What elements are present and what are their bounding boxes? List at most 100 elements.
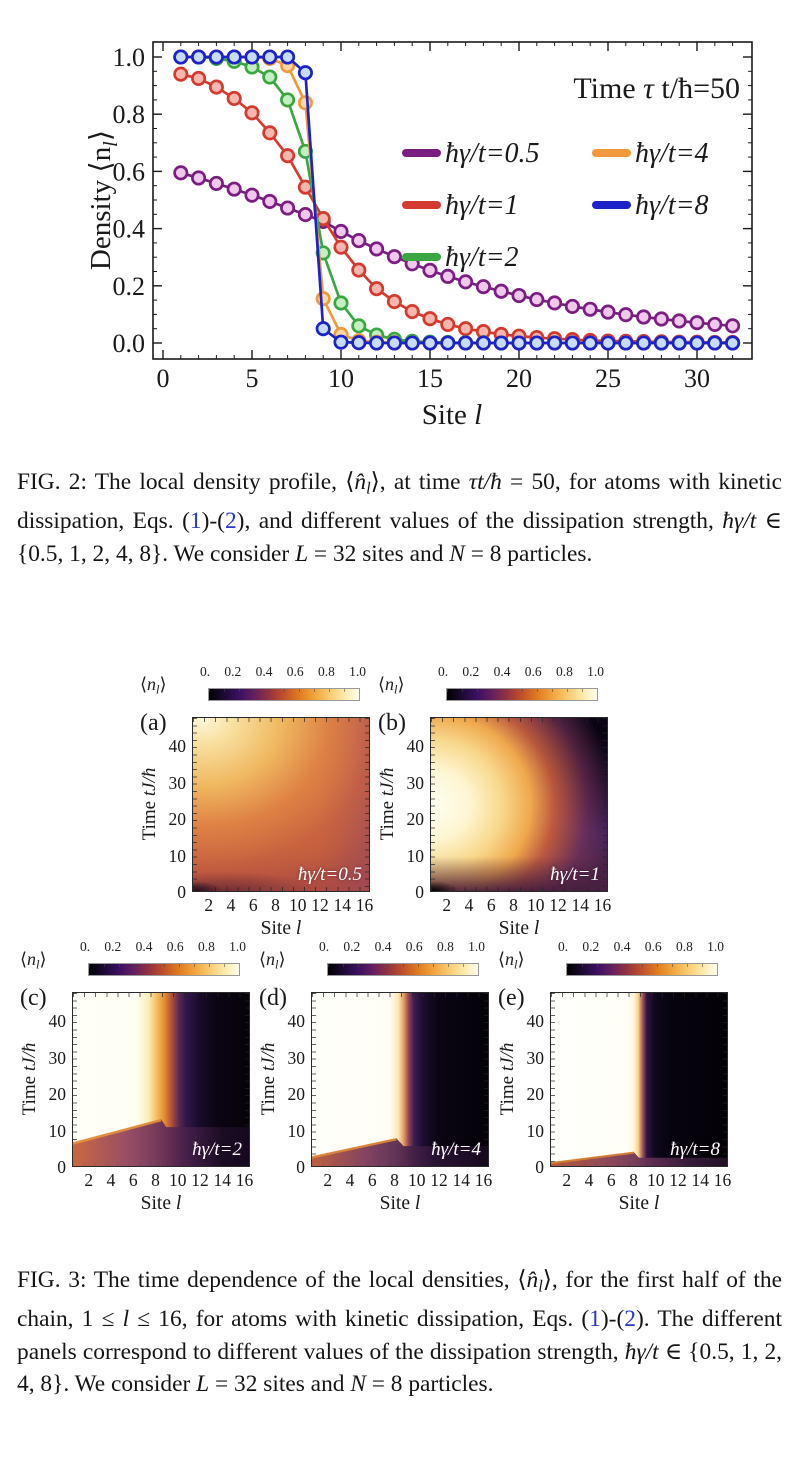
x-axis-label: Site l bbox=[192, 918, 370, 940]
heatmap-y-tick-label: 10 bbox=[48, 1120, 67, 1141]
text-segment: ⟨ bbox=[20, 949, 28, 969]
data-point bbox=[440, 268, 456, 284]
text-segment: Site bbox=[498, 918, 534, 939]
data-point bbox=[564, 335, 580, 351]
data-point bbox=[725, 318, 741, 334]
colorbar-tick-label: 0.2 bbox=[104, 939, 122, 954]
heatmap-y-tick-label: 20 bbox=[287, 1084, 306, 1105]
data-point bbox=[315, 291, 331, 307]
colorbar-tick-label: 0.8 bbox=[436, 939, 454, 954]
data-point bbox=[244, 49, 260, 65]
heatmap-x-tick-label: 4 bbox=[345, 1170, 355, 1190]
text-segment: l bbox=[514, 957, 518, 972]
text-segment: n̂ bbox=[354, 469, 367, 495]
data-point bbox=[333, 334, 349, 350]
data-point bbox=[458, 274, 474, 290]
x-tick-label: 30 bbox=[684, 364, 710, 393]
colorbar-tick-label: 1.0 bbox=[468, 939, 485, 954]
data-point bbox=[404, 335, 420, 351]
data-point bbox=[529, 335, 545, 351]
text-segment: l bbox=[653, 1193, 660, 1214]
heatmap-x-tick-label: 2 bbox=[204, 895, 214, 915]
heatmap-y-tick-label: 30 bbox=[406, 772, 425, 793]
heatmap-y-tick-label: 0 bbox=[415, 882, 424, 902]
y-tick-label: 0.0 bbox=[113, 329, 146, 358]
gamma-label: ħγ/t=0.5 bbox=[297, 864, 362, 885]
data-point bbox=[262, 49, 278, 65]
heatmap-y-tick-label: 40 bbox=[48, 1011, 67, 1032]
colorbar-tick-label: 0.2 bbox=[343, 939, 361, 954]
heatmap-x-tick-label: 16 bbox=[355, 895, 374, 915]
data-point bbox=[636, 335, 652, 351]
heatmap-x-tick-label: 6 bbox=[606, 1170, 616, 1190]
heatmap-y-tick-label: 40 bbox=[168, 736, 187, 757]
eq-ref-link[interactable]: 2 bbox=[624, 1306, 636, 1333]
data-point bbox=[547, 335, 563, 351]
data-point bbox=[369, 281, 385, 297]
text-segment: l bbox=[36, 957, 40, 972]
data-point bbox=[689, 335, 705, 351]
x-axis-label: Site l bbox=[550, 1193, 728, 1215]
colorbar-tick-label: 0.8 bbox=[675, 939, 693, 954]
data-point bbox=[636, 309, 652, 325]
heatmap-d: ħγ/t=4 bbox=[311, 992, 489, 1167]
colorbar-tick-labels: 0. 0.2 0.4 0.6 0.8 1.0 bbox=[80, 939, 246, 955]
data-point bbox=[547, 295, 563, 311]
data-point bbox=[333, 239, 349, 255]
x-tick-label: 20 bbox=[506, 364, 532, 393]
colorbar-tick-label: 1.0 bbox=[229, 939, 246, 954]
text-segment: n bbox=[505, 949, 515, 969]
data-point bbox=[707, 335, 723, 351]
text-segment: N bbox=[350, 1371, 366, 1398]
y-tick-label: 0.2 bbox=[113, 272, 146, 301]
gamma-label: ħγ/t=4 bbox=[431, 1139, 481, 1160]
eq-ref-link[interactable]: 1 bbox=[589, 1306, 601, 1333]
data-point bbox=[511, 335, 527, 351]
heatmap-x-tick-label: 6 bbox=[248, 895, 258, 915]
colorbar-gradient bbox=[566, 963, 718, 976]
text-segment: = 8 particles. bbox=[464, 540, 593, 567]
text-segment: l bbox=[533, 918, 540, 939]
heatmap-x-tick-label: 2 bbox=[562, 1170, 572, 1190]
heatmap-x-tick-label: 6 bbox=[486, 895, 496, 915]
heatmap-x-tick-label: 4 bbox=[584, 1170, 594, 1190]
plot-title: Time τ t/ħ=50 bbox=[573, 72, 740, 105]
heatmap-x-tick-label: 4 bbox=[106, 1170, 116, 1190]
heatmap-panel-d: ⟨nl⟩ 0. 0.2 0.4 0.6 0.8 1.0 (d) Time tJ/ħ ħγ/… bbox=[219, 937, 519, 1217]
gamma-label: ħγ/t=8 bbox=[670, 1139, 720, 1160]
figure-3-caption: FIG. 3: The time dependence of the local… bbox=[17, 1264, 782, 1401]
text-segment: ⟩ bbox=[397, 674, 405, 694]
heatmap-panel-c: ⟨nl⟩ 0. 0.2 0.4 0.6 0.8 1.0 (c) Time tJ/ħ ħγ/… bbox=[0, 937, 280, 1217]
heatmap-x-tick-label: 12 bbox=[311, 895, 329, 915]
colorbar-tick-label: 0.8 bbox=[197, 939, 215, 954]
data-point bbox=[511, 287, 527, 304]
heatmap-x-tick-label: 8 bbox=[151, 1170, 160, 1190]
data-point bbox=[600, 304, 616, 320]
heatmap-x-tick-label: 8 bbox=[509, 895, 518, 915]
x-axis-label: Site l bbox=[430, 918, 608, 940]
x-tick-label: 10 bbox=[328, 364, 354, 393]
heatmap-y-tick-label: 30 bbox=[168, 772, 187, 793]
heatmap-x-tick-label: 6 bbox=[128, 1170, 138, 1190]
text-segment: ). The different panels correspond to di… bbox=[17, 1306, 783, 1365]
colorbar-tick-label: 0. bbox=[200, 664, 211, 679]
data-point bbox=[475, 335, 491, 351]
colorbar-tick-label: 0.8 bbox=[555, 664, 573, 679]
colorbar-label: ⟨nl⟩ bbox=[259, 949, 286, 973]
text-segment: l bbox=[175, 1193, 182, 1214]
colorbar-tick-label: 0.6 bbox=[644, 939, 662, 954]
heatmap-x-tick-label: 16 bbox=[713, 1170, 732, 1190]
colorbar-tick-labels: 0. 0.2 0.4 0.6 0.8 1.0 bbox=[438, 664, 604, 680]
text-segment: ∈ {0.5, 1, 2, 4, 8}. We consider bbox=[17, 508, 783, 567]
heatmap-x-tick-label: 14 bbox=[571, 895, 589, 915]
data-point bbox=[493, 335, 509, 351]
eq-ref-link[interactable]: 2 bbox=[224, 508, 237, 535]
text-segment: Site bbox=[260, 918, 296, 939]
data-point bbox=[226, 90, 242, 107]
text-segment: ⟩ bbox=[278, 949, 286, 969]
text-segment: n bbox=[266, 949, 276, 969]
text-segment: Site bbox=[618, 1193, 654, 1214]
eq-ref-link[interactable]: 1 bbox=[189, 508, 202, 535]
text-segment: )-( bbox=[600, 1306, 625, 1333]
data-point bbox=[244, 187, 260, 203]
